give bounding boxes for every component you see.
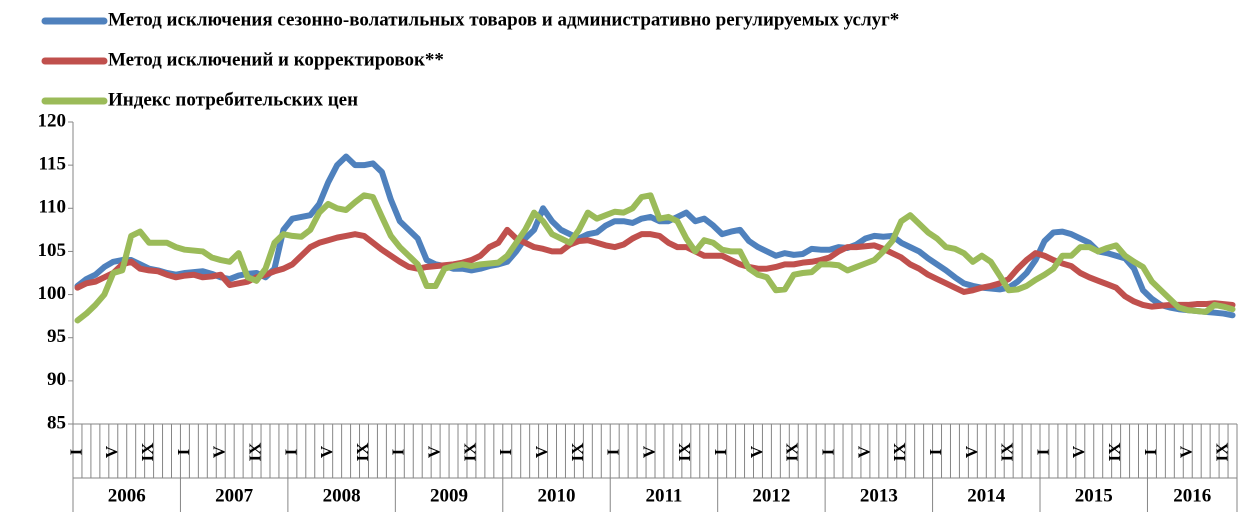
y-tick-label: 85 (47, 412, 66, 433)
x-tick-label: V (317, 445, 336, 458)
y-tick-label: 115 (39, 154, 66, 175)
x-tick-label: I (926, 448, 945, 455)
year-label: 2013 (860, 485, 898, 506)
x-tick-label: V (639, 445, 658, 458)
year-label: 2015 (1075, 485, 1113, 506)
x-tick-label: IX (245, 442, 264, 462)
x-tick-label: IX (890, 442, 909, 462)
y-tick-label: 120 (38, 110, 67, 131)
x-tick-label: V (1069, 445, 1088, 458)
x-tick-label: V (102, 445, 121, 458)
legend-label: Индекс потребительских цен (108, 89, 358, 110)
year-label: 2011 (645, 485, 682, 506)
x-tick-label: V (425, 445, 444, 458)
year-label: 2012 (752, 485, 790, 506)
year-label: 2016 (1173, 485, 1211, 506)
x-tick-label: I (604, 448, 623, 455)
series-line (74, 192, 1236, 324)
x-tick-label: IX (1105, 442, 1124, 462)
legend-label: Метод исключений и корректировок** (108, 49, 444, 70)
x-tick-label: I (389, 448, 408, 455)
x-tick-label: V (854, 445, 873, 458)
x-tick-label: IX (783, 442, 802, 462)
x-tick-label: V (210, 445, 229, 458)
y-tick-label: 110 (39, 197, 66, 218)
x-tick-label: I (174, 448, 193, 455)
x-tick-label: V (962, 445, 981, 458)
x-tick-label: I (711, 448, 730, 455)
y-tick-label: 105 (38, 240, 67, 261)
x-tick-label: IX (998, 442, 1017, 462)
legend-label: Метод исключения сезонно-волатильных тов… (108, 9, 899, 30)
year-label: 2010 (538, 485, 576, 506)
year-label: 2014 (967, 485, 1006, 506)
y-tick-label: 100 (38, 283, 67, 304)
x-tick-label: V (1177, 445, 1196, 458)
year-label: 2006 (108, 485, 146, 506)
x-tick-label: IX (353, 442, 372, 462)
x-tick-label: V (532, 445, 551, 458)
year-label: 2008 (323, 485, 361, 506)
year-label: 2009 (430, 485, 468, 506)
year-label: 2007 (215, 485, 254, 506)
x-tick-label: I (1033, 448, 1052, 455)
x-tick-label: IX (138, 442, 157, 462)
x-tick-label: IX (1212, 442, 1231, 462)
series-line (74, 226, 1236, 310)
x-tick-label: I (819, 448, 838, 455)
x-tick-label: IX (675, 442, 694, 462)
y-tick-label: 90 (47, 369, 66, 390)
x-tick-label: I (1141, 448, 1160, 455)
x-tick-label: IX (568, 442, 587, 462)
x-tick-label: I (496, 448, 515, 455)
x-tick-label: I (281, 448, 300, 455)
x-tick-label: V (747, 445, 766, 458)
x-tick-label: IX (460, 442, 479, 462)
y-tick-label: 95 (47, 326, 66, 347)
x-tick-label: I (66, 448, 85, 455)
